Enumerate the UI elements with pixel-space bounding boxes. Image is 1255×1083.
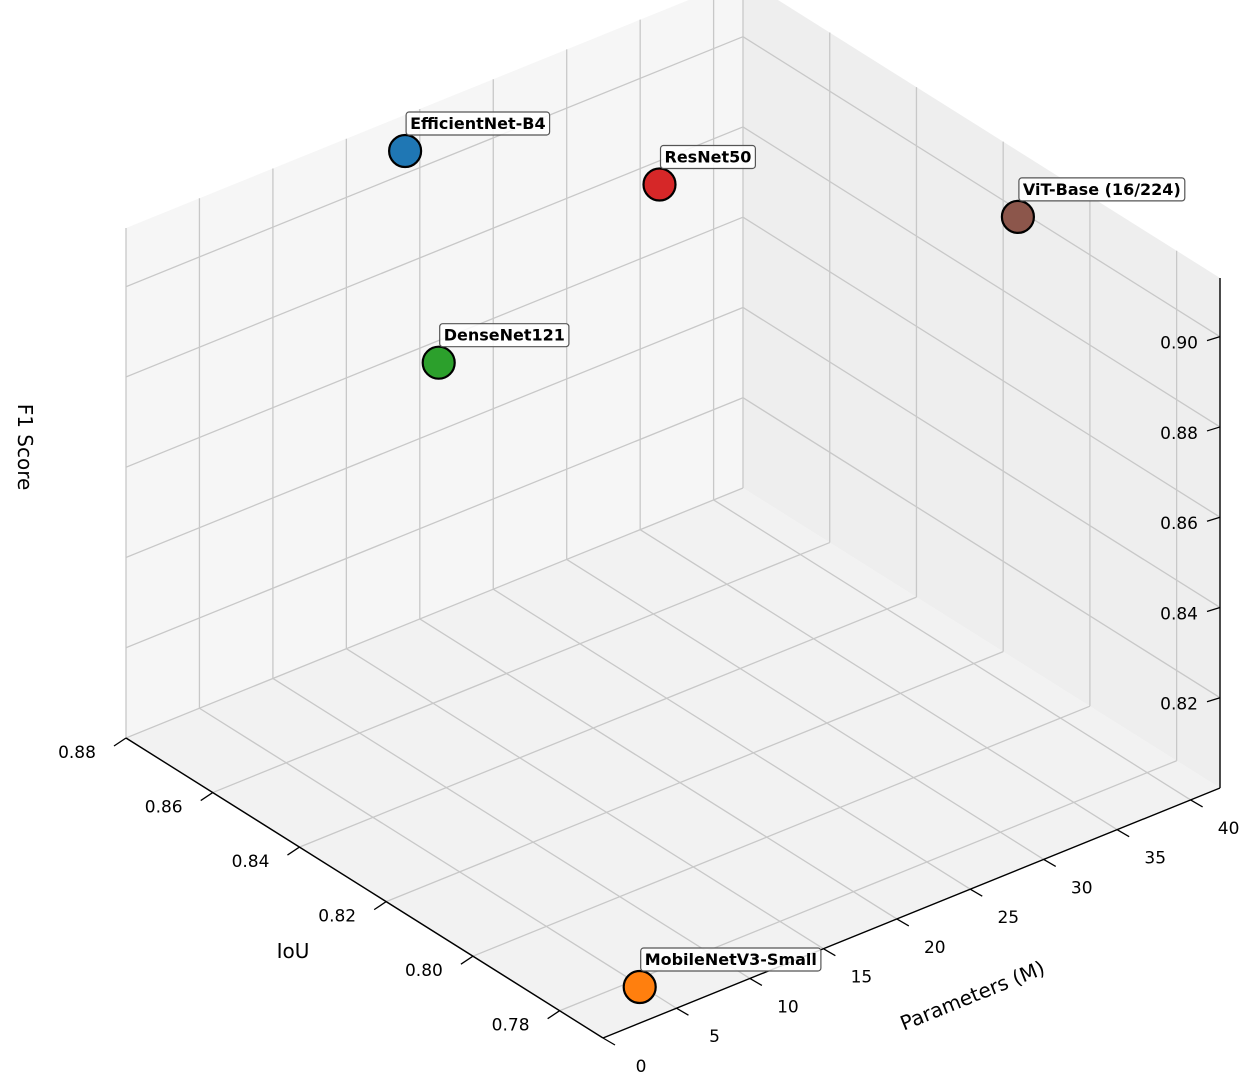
y-axis-line bbox=[125, 737, 604, 1039]
y-tick-mark bbox=[460, 955, 474, 965]
point-vit-base-16-224 bbox=[1000, 199, 1036, 234]
x-tick-mark bbox=[896, 918, 910, 927]
z-tick-label: 0.86 bbox=[1160, 514, 1198, 534]
floor-pane bbox=[126, 488, 1220, 1038]
point-resnet50 bbox=[642, 167, 677, 202]
x-tick-label: 5 bbox=[709, 1027, 720, 1047]
y-tick-mark bbox=[373, 901, 387, 911]
y-grid-floor bbox=[472, 705, 1091, 957]
z-tick-mark bbox=[1206, 697, 1221, 703]
x-tick-label: 40 bbox=[1218, 819, 1240, 839]
z-tick-label: 0.82 bbox=[1160, 695, 1198, 715]
x-tick-mark bbox=[969, 888, 983, 897]
z-grid-right-wall bbox=[125, 216, 744, 468]
y-tick-mark bbox=[113, 737, 127, 747]
z-tick-mark bbox=[1206, 606, 1221, 613]
z-grid-left-wall bbox=[742, 216, 1221, 518]
point-label-text: EfficientNet-B4 bbox=[410, 114, 545, 133]
x-tick-mark bbox=[602, 1037, 616, 1046]
label-resnet50: ResNet50 bbox=[659, 144, 757, 170]
y-grid-floor bbox=[385, 651, 1004, 903]
x-tick-mark bbox=[1190, 799, 1203, 808]
x-tick-mark bbox=[1116, 829, 1130, 838]
x-tick-label: 25 bbox=[997, 908, 1019, 928]
x-tick-label: 15 bbox=[851, 968, 873, 988]
back-left-pane bbox=[743, 0, 1220, 788]
y-tick-label: 0.86 bbox=[145, 798, 183, 818]
point-efficientnet-b4 bbox=[388, 133, 423, 169]
data-points: EfficientNet-B4 MobileNetV3-Small DenseNet… bbox=[388, 111, 1186, 1005]
z-grid-left-wall bbox=[742, 306, 1221, 609]
x-grid-floor bbox=[272, 677, 751, 980]
z-grid-right-wall bbox=[125, 126, 744, 378]
label-efficientnet-b4: EfficientNet-B4 bbox=[405, 111, 551, 136]
x-axis-title: Parameters (M) bbox=[897, 956, 1049, 1036]
z-tick-mark bbox=[1206, 336, 1221, 342]
x-tick-label: 10 bbox=[777, 998, 799, 1018]
label-box bbox=[659, 144, 757, 170]
label-densenet121: DenseNet121 bbox=[439, 323, 570, 348]
x-grid-floor bbox=[639, 529, 1118, 831]
z-grid-right-wall bbox=[125, 397, 744, 649]
y-grid-floor bbox=[212, 541, 830, 794]
z-tick-label: 0.84 bbox=[1160, 605, 1198, 625]
label-box bbox=[1018, 177, 1186, 202]
tick-marks bbox=[113, 336, 1221, 1046]
x-grid-floor bbox=[566, 558, 1045, 860]
label-box bbox=[405, 111, 551, 136]
x-tick-label: 30 bbox=[1071, 878, 1093, 898]
x-tick-mark bbox=[823, 948, 836, 957]
y-tick-mark bbox=[200, 792, 214, 802]
label-box bbox=[640, 947, 822, 972]
point-label-text: ResNet50 bbox=[665, 148, 752, 167]
y-tick-label: 0.84 bbox=[232, 852, 270, 872]
z-axis-title: F1 Score bbox=[13, 404, 37, 491]
label-box bbox=[439, 323, 570, 348]
y-tick-label: 0.80 bbox=[405, 961, 443, 981]
x-tick-mark bbox=[1043, 858, 1057, 867]
point-mobilenetv3-small bbox=[622, 969, 657, 1005]
z-grid-left-wall bbox=[742, 36, 1221, 338]
y-grid-floor bbox=[125, 487, 744, 739]
z-grid-left-wall bbox=[742, 126, 1221, 428]
z-tick-label: 0.88 bbox=[1160, 424, 1198, 444]
tick-labels: 0 5 10 15 20 25 30 35 40 0.78 0.80 0.82 0.84 0.86 0.88… bbox=[58, 334, 1239, 1077]
z-tick-mark bbox=[1206, 516, 1221, 522]
y-tick-mark bbox=[547, 1010, 560, 1020]
z-grid-right-wall bbox=[125, 36, 744, 288]
x-tick-label: 35 bbox=[1144, 849, 1166, 869]
point-label-text: ViT-Base (16/224) bbox=[1023, 180, 1181, 199]
x-tick-label: 20 bbox=[924, 938, 946, 958]
label-vit-base-16-224: ViT-Base (16/224) bbox=[1018, 177, 1186, 202]
y-tick-label: 0.78 bbox=[492, 1016, 530, 1036]
y-grid-floor bbox=[299, 596, 917, 848]
x-tick-mark bbox=[749, 977, 763, 987]
z-grid-left-wall bbox=[742, 397, 1221, 699]
point-label-text: DenseNet121 bbox=[444, 326, 565, 345]
x-grid-floor bbox=[346, 648, 824, 950]
grid-lines bbox=[125, 0, 1221, 1039]
y-axis-title: IoU bbox=[277, 939, 310, 963]
x-tick-mark bbox=[676, 1007, 689, 1016]
x-grid-floor bbox=[492, 588, 971, 890]
z-tick-mark bbox=[1206, 426, 1221, 432]
x-grid-floor bbox=[713, 499, 1191, 801]
y-tick-label: 0.82 bbox=[318, 907, 356, 927]
y-tick-label: 0.88 bbox=[58, 743, 96, 763]
label-mobilenetv3-small: MobileNetV3-Small bbox=[640, 947, 822, 972]
z-grid-right-wall bbox=[125, 306, 744, 559]
x-grid-floor bbox=[199, 707, 677, 1009]
x-tick-label: 0 bbox=[636, 1057, 647, 1077]
point-densenet121 bbox=[421, 345, 456, 380]
z-tick-label: 0.90 bbox=[1160, 334, 1198, 354]
y-tick-mark bbox=[287, 846, 300, 856]
point-label-text: MobileNetV3-Small bbox=[645, 950, 817, 969]
x-grid-floor bbox=[419, 618, 898, 920]
